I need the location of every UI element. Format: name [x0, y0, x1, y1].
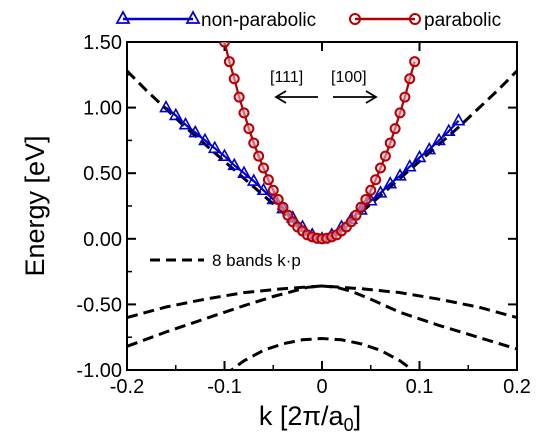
data-point-circle: [350, 209, 362, 221]
series-line: [165, 106, 460, 240]
legend-marker-triangle: [185, 10, 201, 24]
legend-marker-circle: [349, 13, 361, 25]
x-tick-label: 0.2: [503, 376, 531, 398]
series-line: [127, 69, 517, 241]
data-point-circle: [375, 162, 386, 174]
data-point-circle: [404, 73, 416, 85]
series-line: [127, 284, 517, 319]
kp-legend: 8 bands k·p: [150, 251, 301, 270]
x-tick-label: 0: [316, 376, 327, 398]
series-8-bands-k-p-conduction-: [127, 69, 517, 241]
series-line: [229, 336, 415, 370]
data-point-triangle: [237, 165, 251, 178]
legend-marker-triangle: [115, 10, 131, 24]
series-non-parabolic: [159, 99, 466, 244]
data-point-circle: [267, 184, 279, 196]
data-point-circle: [379, 150, 391, 162]
data-point-triangle: [198, 132, 212, 146]
arrow-right-head: [365, 90, 378, 104]
data-point-circle: [384, 137, 396, 149]
data-point-triangle: [188, 124, 203, 138]
data-point-circle: [248, 137, 260, 149]
data-point-triangle: [422, 141, 437, 155]
data-point-circle: [365, 184, 377, 196]
data-point-circle: [258, 162, 269, 174]
data-point-circle: [243, 123, 255, 135]
series-layer: [127, 42, 517, 370]
data-point-triangle: [217, 148, 232, 161]
data-point-triangle: [373, 185, 388, 198]
x-tick-label: -0.2: [110, 376, 144, 398]
data-point-triangle: [412, 149, 427, 163]
y-tick-label: 1.00: [83, 98, 122, 120]
series-8-bands-k-p-light-hole-: [127, 284, 517, 351]
data-point-triangle: [246, 173, 261, 186]
data-point-circle: [253, 150, 265, 162]
series-8-bands-k-p-split-off-: [229, 336, 415, 370]
data-point-circle: [228, 73, 240, 85]
data-point-circle: [389, 123, 401, 135]
series-line: [127, 284, 517, 351]
annotation-111: [111]: [270, 69, 303, 86]
data-point-triangle: [168, 107, 183, 121]
data-point-triangle: [178, 116, 193, 130]
data-point-triangle: [441, 123, 456, 137]
data-point-triangle: [451, 113, 466, 126]
legend-entry-non-parabolic: non-parabolic: [115, 10, 316, 31]
data-point-triangle: [402, 158, 417, 172]
legend: non-parabolic parabolic: [115, 10, 501, 31]
x-axis-label: k [2π/a0]: [259, 401, 361, 435]
y-axis-label: Energy [eV]: [20, 135, 50, 276]
y-tick-label: 0.00: [83, 229, 122, 251]
y-tick-label: 0.50: [83, 163, 122, 185]
y-tick-label: -1.00: [76, 360, 122, 382]
data-point-circle: [219, 42, 230, 48]
legend-entry-parabolic: parabolic: [349, 10, 501, 31]
data-point-circle: [394, 107, 406, 119]
data-point-triangle: [227, 157, 242, 171]
data-point-circle: [409, 56, 421, 68]
data-point-circle: [238, 107, 250, 119]
direction-annotation: [111] [100]: [270, 69, 378, 104]
data-point-triangle: [159, 99, 173, 113]
legend-marker-circle: [409, 13, 421, 25]
series-8-bands-k-p-heavy-hole-: [127, 284, 517, 319]
legend-label-parabolic: parabolic: [424, 10, 501, 31]
data-point-triangle: [383, 176, 398, 189]
data-point-circle: [223, 56, 235, 68]
data-point-circle: [262, 174, 274, 186]
plot-frame: [126, 41, 518, 371]
data-point-triangle: [393, 168, 407, 181]
data-point-triangle: [207, 140, 222, 154]
y-tick-label: -0.50: [76, 294, 122, 316]
y-axis-ticks: -1.00 -0.50 0.00 0.50 1.00 1.50: [76, 32, 517, 382]
series-parabolic: [219, 42, 421, 245]
annotation-100: [100]: [331, 69, 367, 86]
x-tick-label: -0.1: [207, 376, 241, 398]
data-point-circle: [277, 201, 289, 213]
data-point-circle: [360, 193, 372, 205]
data-point-circle: [399, 91, 411, 103]
x-tick-label: 0.1: [406, 376, 434, 398]
x-axis-ticks: -0.2 -0.1 0 0.1 0.2: [110, 42, 531, 398]
kp-legend-label: 8 bands k·p: [212, 251, 301, 270]
data-point-circle: [272, 193, 284, 205]
data-point-triangle: [432, 132, 446, 146]
data-point-triangle: [256, 182, 271, 196]
data-point-circle: [370, 174, 382, 186]
data-point-circle: [355, 201, 367, 213]
legend-label-non-parabolic: non-parabolic: [201, 10, 316, 31]
data-point-circle: [233, 91, 245, 103]
arrow-left-head: [274, 90, 287, 104]
y-tick-label: 1.50: [83, 32, 122, 54]
